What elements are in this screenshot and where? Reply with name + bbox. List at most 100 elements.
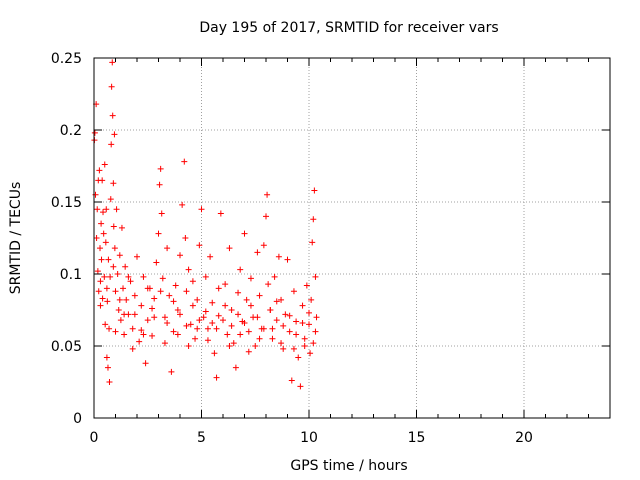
data-point	[278, 296, 285, 303]
data-point	[138, 302, 145, 309]
data-point	[94, 206, 101, 213]
data-point	[290, 345, 297, 352]
data-point	[110, 223, 117, 230]
data-point	[260, 325, 267, 332]
data-point	[174, 307, 181, 313]
data-point	[303, 282, 310, 289]
data-point	[106, 379, 113, 385]
data-point	[102, 321, 109, 328]
data-point	[151, 314, 158, 321]
data-point	[185, 343, 192, 349]
data-point	[106, 325, 113, 332]
data-point	[93, 235, 100, 241]
axis-ticks	[93, 57, 611, 419]
data-points	[91, 59, 320, 390]
data-point	[155, 230, 162, 237]
data-point	[95, 288, 102, 295]
data-point	[204, 325, 211, 332]
data-point	[286, 328, 293, 335]
data-point	[114, 271, 121, 277]
data-point	[125, 273, 132, 280]
data-point	[172, 282, 179, 289]
data-point	[312, 273, 319, 280]
data-point	[120, 285, 127, 292]
data-point	[123, 296, 130, 303]
data-point	[196, 242, 203, 249]
data-point	[118, 224, 125, 231]
data-point	[117, 317, 124, 324]
data-point	[157, 165, 164, 172]
data-point	[245, 328, 252, 335]
data-point	[247, 275, 254, 282]
data-point	[104, 364, 111, 371]
data-point	[136, 338, 143, 345]
data-point	[115, 307, 122, 313]
data-point	[131, 311, 138, 318]
data-point	[97, 278, 104, 285]
data-point	[92, 191, 99, 198]
data-point	[235, 289, 242, 296]
data-point	[264, 191, 271, 198]
data-point	[288, 377, 295, 384]
data-point	[230, 340, 237, 347]
x-tick-label: 15	[408, 430, 426, 446]
data-point	[112, 328, 119, 335]
y-tick-label: 0.25	[51, 51, 82, 67]
data-point	[241, 230, 248, 237]
data-point	[105, 256, 112, 263]
data-point	[109, 59, 116, 66]
data-point	[182, 235, 189, 241]
data-point	[267, 307, 274, 313]
data-point	[237, 331, 244, 338]
data-point	[177, 252, 183, 259]
data-point	[306, 309, 312, 316]
data-point	[209, 319, 216, 326]
data-point	[108, 141, 115, 148]
data-point	[164, 245, 171, 252]
data-point	[121, 331, 128, 338]
data-point	[104, 298, 111, 305]
data-point	[161, 340, 168, 347]
data-point	[149, 305, 156, 312]
data-point	[103, 285, 110, 292]
data-point	[275, 253, 282, 260]
data-point	[116, 252, 123, 259]
data-point	[311, 187, 318, 194]
data-point	[256, 335, 263, 342]
data-point	[111, 245, 118, 252]
data-point	[209, 299, 216, 306]
x-tick-label: 5	[197, 430, 206, 446]
data-point	[309, 239, 316, 246]
grid-lines	[94, 58, 610, 418]
y-tick-label: 0.1	[60, 267, 82, 283]
data-point	[297, 383, 304, 390]
x-tick-label: 0	[90, 430, 99, 446]
data-point	[299, 302, 306, 309]
data-point	[110, 180, 117, 187]
data-point	[194, 325, 201, 332]
data-point	[100, 209, 107, 216]
data-point	[112, 288, 119, 295]
data-point	[122, 263, 129, 270]
y-axis-label: SRMTID / TECUs	[8, 182, 24, 295]
data-point	[226, 245, 233, 252]
data-point	[158, 210, 165, 217]
data-point	[282, 311, 289, 318]
data-point	[226, 343, 233, 349]
data-point	[299, 319, 306, 326]
data-point	[260, 242, 267, 249]
data-point	[217, 210, 224, 217]
data-point	[156, 181, 163, 188]
data-point	[265, 281, 272, 288]
data-point	[310, 340, 317, 347]
data-point	[101, 161, 108, 168]
data-point	[98, 256, 105, 263]
x-axis-label: GPS time / hours	[290, 458, 407, 474]
data-point	[97, 245, 104, 252]
data-point	[232, 364, 239, 371]
data-point	[313, 314, 320, 321]
data-point	[308, 296, 315, 303]
data-point	[177, 311, 183, 318]
data-point	[280, 345, 287, 352]
